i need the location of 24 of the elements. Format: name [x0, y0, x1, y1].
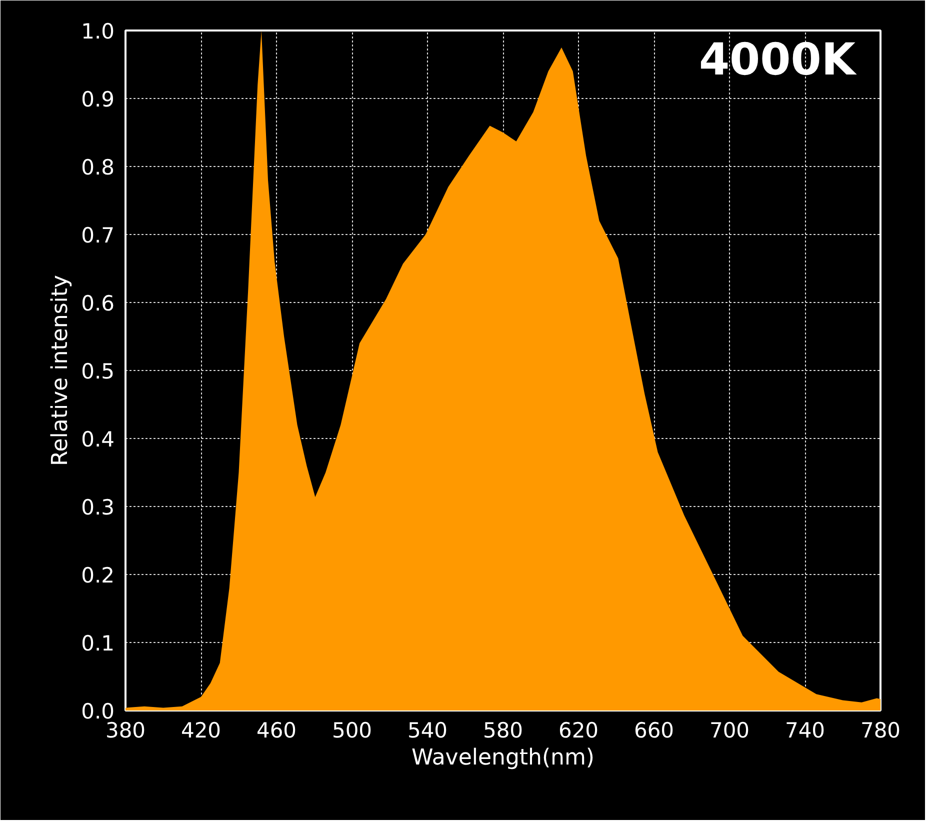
x-tick-label: 460	[256, 718, 297, 742]
y-tick-label: 0.2	[81, 564, 115, 588]
annotation: 4000K	[698, 34, 858, 86]
y-tick-label: 0.8	[81, 156, 115, 180]
x-tick-label: 380	[105, 718, 146, 742]
y-tick-label: 0.7	[81, 224, 115, 248]
y-tick-label: 0.9	[81, 88, 115, 112]
x-tick-label: 700	[709, 718, 750, 742]
y-tick-label: 0.3	[81, 496, 115, 520]
y-tick-label: 1.0	[81, 20, 115, 44]
x-tick-label: 780	[860, 718, 901, 742]
x-axis-title: Wavelength(nm)	[411, 746, 595, 770]
x-tick-label: 660	[634, 718, 674, 742]
x-tick-label: 620	[558, 718, 599, 742]
y-tick-label: 0.4	[81, 428, 115, 452]
y-tick-label: 0.1	[81, 632, 115, 656]
x-tick-label: 420	[180, 718, 222, 742]
x-tick-label: 540	[407, 718, 448, 742]
y-tick-label: 0.6	[81, 292, 115, 316]
y-axis-title: Relative intensity	[48, 274, 74, 466]
x-tick-label: 500	[332, 718, 372, 742]
x-tick-label: 580	[482, 718, 524, 742]
x-tick-label: 740	[784, 718, 826, 742]
y-tick-label: 0.5	[81, 360, 115, 384]
